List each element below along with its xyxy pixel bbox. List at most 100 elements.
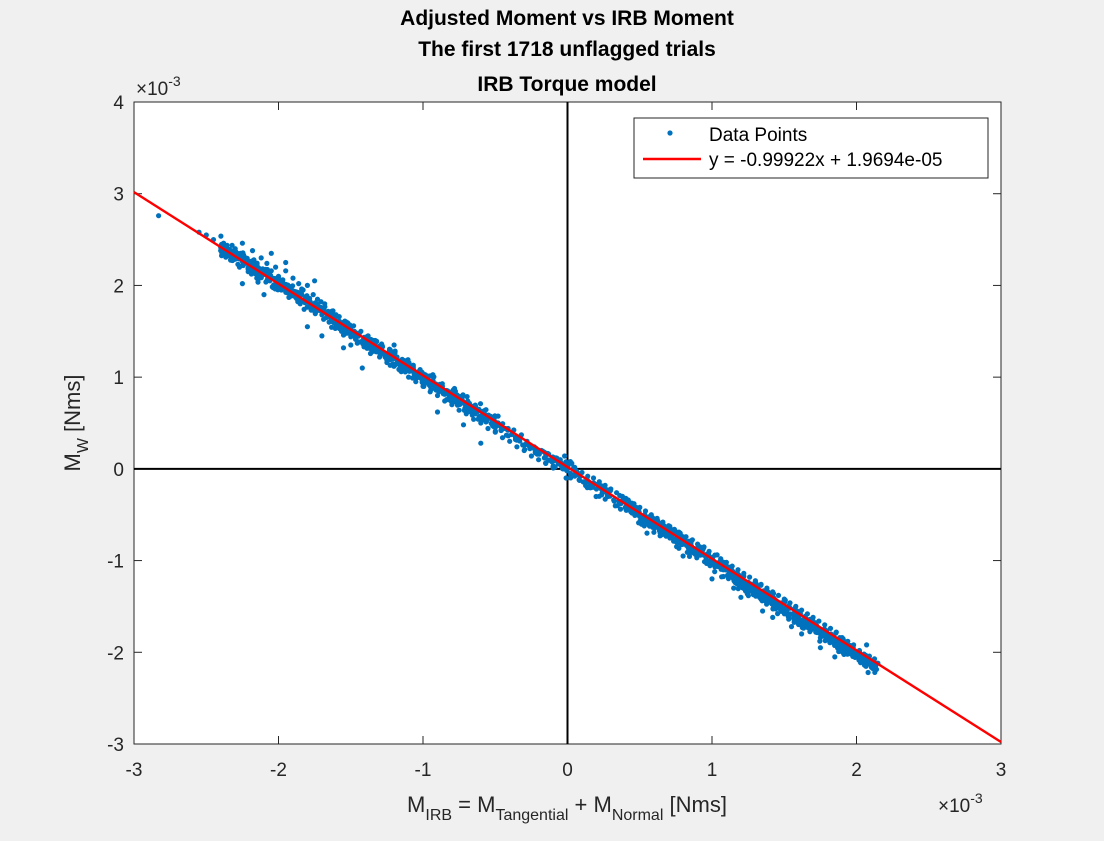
fit-line [133,191,1002,743]
data-point [421,383,427,389]
x-tick-label: 2 [851,760,862,781]
x-tick-label: -2 [270,760,287,781]
data-point [235,261,241,267]
data-point [478,440,484,446]
data-point [865,669,871,676]
data-point [747,574,753,580]
data-point [241,252,247,258]
data-point [838,648,844,654]
data-point [495,413,501,419]
y-tick-label: 4 [113,93,124,114]
data-point [229,242,235,248]
data-point [733,575,739,581]
y-exponent-label: ×10-3 [136,73,181,100]
data-point [775,611,781,617]
data-point [550,465,556,471]
data-point [331,320,337,326]
data-point [712,569,718,575]
data-point [727,573,733,579]
data-point [323,315,329,321]
data-point [799,631,805,637]
data-point [617,506,624,512]
data-point [676,545,682,551]
data-point [348,342,354,348]
data-point [273,264,279,270]
data-point [492,428,498,434]
x-tick-label: 3 [996,760,1007,781]
data-point [611,498,617,504]
data-point [419,379,425,385]
data-point [310,292,316,298]
data-point [785,610,791,617]
data-point [740,580,746,587]
data-point [604,493,611,499]
data-point [825,634,831,640]
data-point [864,642,870,648]
data-point [686,546,693,552]
data-point [410,362,416,368]
data-point [301,306,307,312]
data-point [842,649,849,655]
data-point [460,422,467,428]
data-point [567,459,574,465]
data-point [590,475,597,481]
data-point [479,417,485,423]
data-point [527,444,533,450]
data-point [614,503,620,509]
y-tick-label: -1 [107,552,124,573]
data-point [260,266,266,272]
data-point [522,441,529,448]
data-point [545,457,551,463]
data-point [341,331,348,337]
data-point [568,471,574,477]
data-point [245,266,251,272]
chart-title: Adjusted Moment vs IRB Moment The first … [400,7,734,96]
data-point [709,576,715,582]
data-point [477,401,484,407]
y-tick-label: 1 [113,368,124,389]
legend-label-data-points: Data Points [709,125,807,146]
title-line-2: The first 1718 unflagged trials [418,38,716,61]
x-tick-label: 1 [707,760,718,781]
data-point [485,425,491,432]
data-point [532,449,538,455]
data-point [359,365,365,371]
data-point [832,654,838,660]
data-point [283,289,289,295]
data-point [391,342,397,348]
y-tick-label: 3 [113,185,124,206]
data-point [464,394,470,400]
data-point [522,446,528,453]
data-point [750,592,757,598]
data-point [719,574,725,580]
data-point [676,529,682,535]
data-point [397,364,404,370]
data-point [712,563,719,569]
data-point [738,594,744,600]
data-point [585,484,592,490]
data-point [831,638,838,644]
x-tick-label: -3 [126,760,143,781]
data-point [623,495,629,501]
data-point [312,278,318,284]
data-point [579,469,585,476]
data-point [434,409,441,415]
data-point [319,333,325,339]
data-point [517,438,523,444]
data-point [791,613,797,619]
data-point [563,475,569,481]
data-point [390,349,396,355]
data-point [370,345,376,351]
data-point [842,644,848,650]
data-point [696,543,702,550]
data-point [788,624,795,630]
data-point [471,416,477,422]
y-tick-label: 2 [113,276,124,297]
data-point [646,522,652,528]
data-point [283,268,289,274]
data-point [406,360,412,366]
data-point [373,339,379,345]
legend: Data Points y = -0.99922x + 1.9694e-05 [633,117,989,179]
data-point [444,397,450,403]
